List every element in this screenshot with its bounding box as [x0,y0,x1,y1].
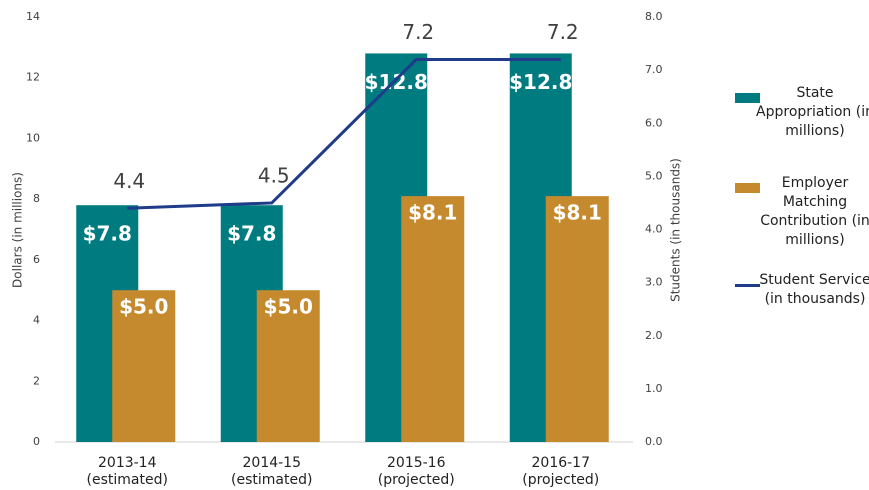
bar-value-label: $12.8 [365,70,428,94]
y-tick-label: 14 [26,10,40,23]
y-tick-label: 8 [33,192,40,205]
y2-tick-label: 0.0 [645,435,663,448]
y2-tick-label: 3.0 [645,276,663,289]
x-tick-label: 2015-16 (projected) [377,455,455,488]
legend-label: Student Service (in thousands) [759,272,869,307]
x-tick-label: 2014-15 (estimated) [231,455,313,488]
x-tick-label: 2013-14 (estimated) [86,455,168,488]
legend-label: State Appropriation (in millions) [756,85,869,139]
legend-swatch [735,183,760,193]
bar-value-label: $8.1 [553,201,602,225]
bar [401,196,465,442]
y2-tick-label: 2.0 [645,329,663,342]
bar [256,290,320,442]
legend-swatch [735,284,760,287]
x-tick-label: 2016-17 (projected) [522,455,600,488]
bar-value-label: $7.8 [83,222,132,246]
y-tick-label: 12 [26,71,40,84]
bar-value-label: $8.1 [408,201,457,225]
y-tick-label: 4 [33,314,40,327]
line-value-label: 4.4 [113,169,145,193]
y2-tick-label: 8.0 [645,10,663,23]
line [127,58,561,210]
y2-tick-label: 1.0 [645,382,663,395]
y2-tick-label: 4.0 [645,223,663,236]
y-tick-label: 2 [33,374,40,387]
legend-swatch [735,93,760,103]
y2-tick-label: 6.0 [645,116,663,129]
y-tick-label: 10 [26,131,40,144]
bar [112,290,176,442]
y-tick-label: 6 [33,253,40,266]
legend-label: Employer Matching Contribution (in milli… [760,175,869,248]
bar-value-label: $5.0 [264,295,313,319]
line-value-label: 4.5 [258,163,290,187]
bar [545,196,609,442]
y-axis-title: Dollars (in millions) [11,172,25,288]
bar-value-label: $7.8 [227,222,276,246]
y2-tick-label: 5.0 [645,169,663,182]
line-value-label: 7.2 [402,20,434,44]
y-tick-label: 0 [33,435,40,448]
y2-tick-label: 7.0 [645,63,663,76]
line-value-label: 7.2 [547,20,579,44]
bar-value-label: $5.0 [119,295,168,319]
y2-axis-title: Students (in thousands) [669,158,683,302]
bar-value-label: $12.8 [509,70,572,94]
